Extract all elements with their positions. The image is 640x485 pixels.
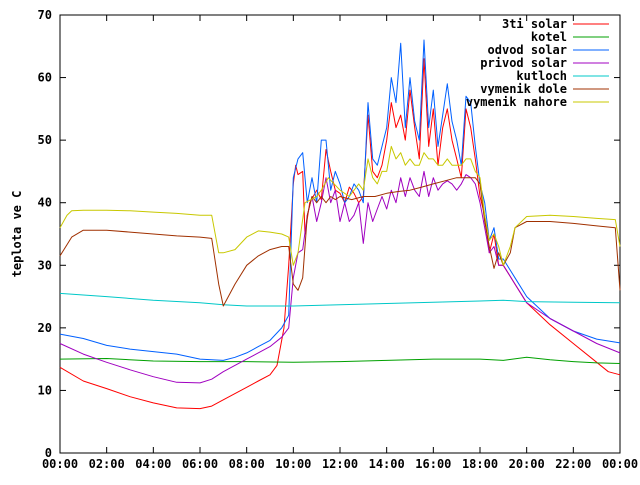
- series-line: [59, 356, 621, 364]
- legend-label: kutloch: [516, 69, 567, 83]
- legend-label: vymenik nahore: [466, 95, 567, 109]
- series-layer: [59, 39, 621, 410]
- y-tick-label: 50: [38, 133, 52, 147]
- x-tick-label: 20:00: [509, 457, 545, 471]
- axes-layer: 00:00 02:00 04:00 06:00 08:00 10:00 12:00 14:00…: [38, 8, 639, 471]
- y-tick-label: 70: [38, 8, 52, 22]
- x-tick-label: 12:00: [322, 457, 358, 471]
- legend-label: 3ti solar: [502, 17, 567, 31]
- y-axis-label: teplota ve C: [10, 191, 24, 278]
- x-tick-label: 18:00: [462, 457, 498, 471]
- x-tick-label: 00:00: [602, 457, 638, 471]
- x-tick-label: 04:00: [135, 457, 171, 471]
- series-line: [59, 145, 621, 266]
- y-tick-label: 40: [38, 196, 52, 210]
- x-tick-label: 08:00: [229, 457, 265, 471]
- x-tick-label: 10:00: [275, 457, 311, 471]
- x-tick-label: 16:00: [415, 457, 451, 471]
- y-tick-label: 20: [38, 321, 52, 335]
- legend-label: kotel: [531, 30, 567, 44]
- x-tick-label: 14:00: [369, 457, 405, 471]
- series-line: [59, 177, 621, 307]
- legend-label: privod solar: [480, 56, 567, 70]
- legend-label: odvod solar: [488, 43, 567, 57]
- x-tick-label: 06:00: [182, 457, 218, 471]
- y-tick-label: 30: [38, 258, 52, 272]
- legend-label: vymenik dole: [480, 82, 567, 96]
- series-line: [59, 292, 621, 307]
- y-tick-label: 10: [38, 383, 52, 397]
- y-tick-label: 0: [45, 446, 52, 460]
- x-tick-label: 02:00: [89, 457, 125, 471]
- x-tick-label: 22:00: [555, 457, 591, 471]
- series-line: [59, 170, 621, 384]
- y-tick-label: 60: [38, 71, 52, 85]
- x-tick-label: 00:00: [42, 457, 78, 471]
